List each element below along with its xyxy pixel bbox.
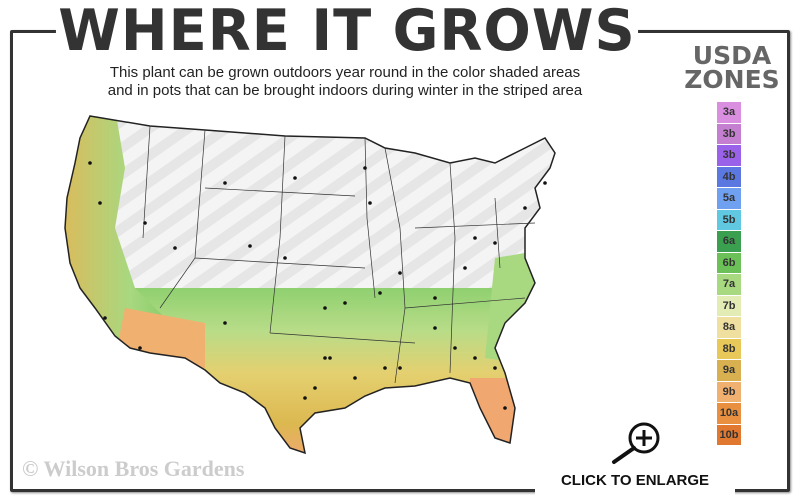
city-dot bbox=[383, 366, 387, 370]
zone-swatch-10a: 10a bbox=[717, 403, 741, 424]
zone-swatch-7a: 7a bbox=[717, 274, 741, 295]
enlarge-backdrop bbox=[535, 480, 735, 500]
city-dot bbox=[453, 346, 457, 350]
city-dot bbox=[543, 181, 547, 185]
zone-swatch-7b: 7b bbox=[717, 295, 741, 316]
copyright-watermark: © Wilson Bros Gardens bbox=[22, 456, 245, 481]
legend-title-line-1: USDA bbox=[692, 41, 772, 70]
city-dot bbox=[398, 366, 402, 370]
city-dot bbox=[473, 236, 477, 240]
city-dot bbox=[283, 256, 287, 260]
zone-swatch-6a: 6a bbox=[717, 231, 741, 252]
city-dot bbox=[323, 356, 327, 360]
city-dot bbox=[493, 366, 497, 370]
zone-swatch-3b: 3b bbox=[717, 145, 741, 166]
city-dot bbox=[523, 206, 527, 210]
city-dot bbox=[503, 406, 507, 410]
city-dot bbox=[223, 181, 227, 185]
city-dot bbox=[313, 386, 317, 390]
zone-swatch-5a: 5a bbox=[717, 188, 741, 209]
zone-swatch-9b: 9b bbox=[717, 381, 741, 402]
legend-title-line-2: ZONES bbox=[684, 65, 780, 94]
city-dot bbox=[88, 161, 92, 165]
city-dot bbox=[378, 291, 382, 295]
city-dot bbox=[323, 306, 327, 310]
city-dot bbox=[473, 356, 477, 360]
city-dot bbox=[433, 326, 437, 330]
city-dot bbox=[363, 166, 367, 170]
zone-swatch-5b: 5b bbox=[717, 209, 741, 230]
city-dot bbox=[493, 241, 497, 245]
city-dot bbox=[353, 376, 357, 380]
city-dot bbox=[398, 271, 402, 275]
city-dot bbox=[138, 346, 142, 350]
zone-swatch-3a: 3a bbox=[717, 102, 741, 123]
zone-swatch-8a: 8a bbox=[717, 317, 741, 338]
us-zone-map[interactable] bbox=[55, 108, 565, 458]
legend-title: USDA ZONES bbox=[676, 41, 788, 94]
zone-swatch-9a: 9a bbox=[717, 360, 741, 381]
subtitle-line-2: and in pots that can be brought indoors … bbox=[107, 82, 583, 99]
zoom-in-icon[interactable] bbox=[608, 420, 664, 466]
legend-backdrop bbox=[655, 40, 785, 100]
city-dot bbox=[173, 246, 177, 250]
click-to-enlarge-button[interactable]: CLICK TO ENLARGE bbox=[560, 472, 710, 489]
city-dot bbox=[248, 244, 252, 248]
city-dot bbox=[223, 321, 227, 325]
zone-legend: 3a 3b 3b 4b 5a 5b 6a 6b 7a 7b 8a 8b 9a 9b 10a 10b bbox=[717, 102, 741, 446]
city-dot bbox=[433, 296, 437, 300]
city-dot bbox=[103, 316, 107, 320]
zone-swatch-10b: 10b bbox=[717, 424, 741, 445]
city-dot bbox=[328, 356, 332, 360]
subtitle-line-1: This plant can be grown outdoors year ro… bbox=[109, 64, 581, 81]
zone-swatch-8b: 8b bbox=[717, 338, 741, 359]
city-dot bbox=[343, 301, 347, 305]
zone-swatch-3b: 3b bbox=[717, 123, 741, 144]
city-dot bbox=[303, 396, 307, 400]
page-title: WHERE IT GROWS bbox=[55, 0, 639, 62]
city-dot bbox=[143, 221, 147, 225]
subtitle: This plant can be grown outdoors year ro… bbox=[40, 64, 650, 100]
city-dot bbox=[293, 176, 297, 180]
zone-swatch-4b: 4b bbox=[717, 166, 741, 187]
city-dot bbox=[368, 201, 372, 205]
city-dot bbox=[463, 266, 467, 270]
zone-swatch-6b: 6b bbox=[717, 252, 741, 273]
city-dot bbox=[98, 201, 102, 205]
